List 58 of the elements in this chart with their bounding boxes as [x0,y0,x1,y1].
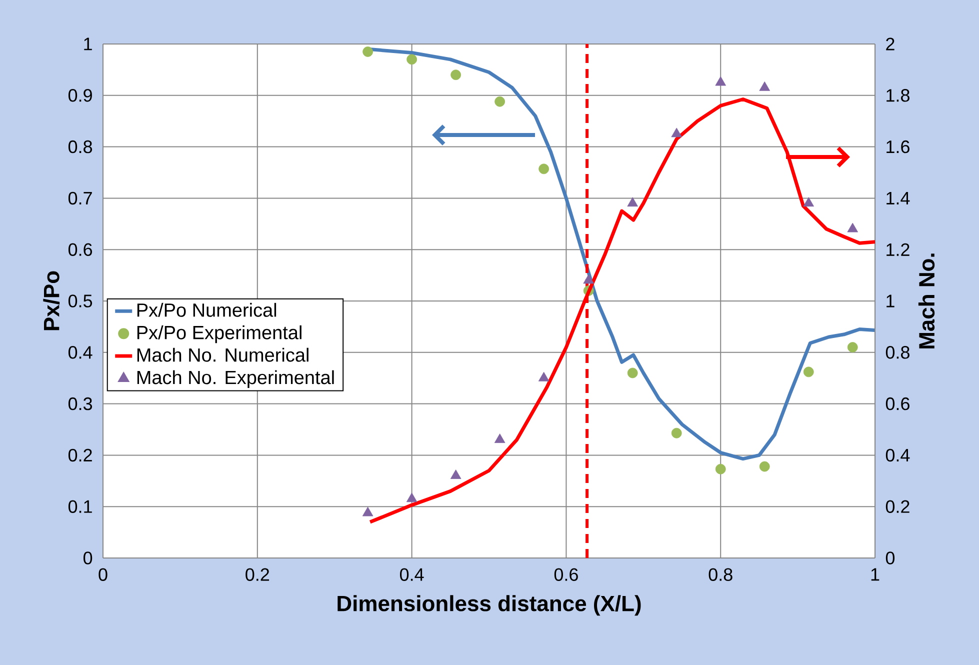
y-tick-label: 0.7 [68,192,92,205]
legend-label: Mach No. Numerical [137,348,308,362]
legend-label: Mach No. Experimental [137,370,334,388]
legend-label: Px/Po Numerical [137,302,276,317]
point [803,197,814,207]
point [494,96,506,107]
point [847,222,858,232]
point [847,342,858,352]
point [671,128,682,138]
y-tick-label: 0.6 [68,243,92,256]
y2-tick-label: 1 [886,294,894,308]
point [538,164,550,174]
point [715,464,726,474]
point [362,506,374,516]
y-tick-label: 0.2 [68,448,92,462]
y2-tick-label: 0 [886,552,895,564]
point [759,81,770,91]
x-tick-label: 0 [98,568,108,581]
point [671,428,682,438]
y-tick-label: 0.4 [68,346,92,359]
point [406,54,418,65]
y2-tick-label: 1.2 [886,243,910,256]
point [759,461,770,472]
x-tick-label: 0.8 [708,568,732,581]
x-tick-label: 0.4 [400,568,424,581]
point [362,46,373,57]
point [406,492,418,502]
y-tick-label: 0.1 [68,500,92,513]
y2-tick-label: 1.8 [886,89,910,102]
y2-tick-label: 0.6 [886,397,910,410]
point [494,434,506,443]
x-tick-label: 1 [871,568,880,581]
x-axis-title: Dimensionless distance (X/L) [338,595,641,616]
point [803,366,814,378]
y-tick-label: 0.8 [68,140,92,154]
y2-tick-label: 0.2 [886,500,910,513]
y-tick-label: 0.3 [68,397,92,410]
y2-axis-title: Mach No. [918,254,935,348]
x-tick-label: 0.2 [246,568,270,581]
y-axis-title: Px/Po [43,271,60,330]
point [450,470,462,479]
point [538,372,550,382]
y-tick-label: 0.9 [68,89,92,102]
y-tick-label: 1 [84,38,92,50]
y-tick-label: 0 [83,552,92,564]
point [627,368,638,378]
legend-label: Px/Po Experimental [137,325,302,344]
x-tick-label: 0.6 [554,568,578,581]
y2-tick-label: 2 [886,38,894,50]
y2-tick-label: 0.8 [886,346,910,359]
point [715,76,726,86]
y2-tick-label: 0.4 [886,448,910,462]
point [627,197,638,207]
point [450,70,462,80]
y2-tick-label: 1.4 [886,192,910,204]
point [583,274,594,284]
y-tick-label: 0.5 [68,294,92,308]
y2-tick-label: 1.6 [886,140,910,154]
